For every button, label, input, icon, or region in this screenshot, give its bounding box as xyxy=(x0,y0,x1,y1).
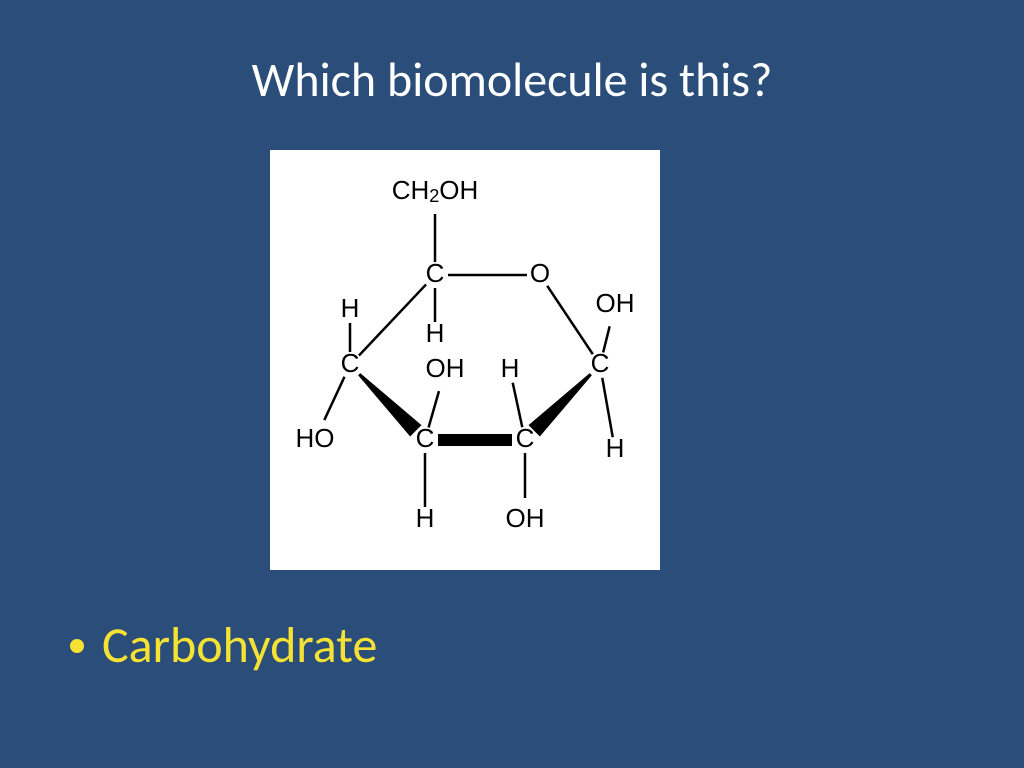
slide-title: Which biomolecule is this? xyxy=(0,0,1024,109)
svg-text:H: H xyxy=(606,433,625,463)
svg-text:C: C xyxy=(591,348,610,378)
svg-text:H: H xyxy=(501,353,520,383)
svg-text:C: C xyxy=(516,423,535,453)
svg-text:OH: OH xyxy=(596,288,635,318)
svg-text:O: O xyxy=(530,258,550,288)
bullet-icon xyxy=(70,639,84,653)
svg-text:H: H xyxy=(426,318,445,348)
svg-text:HO: HO xyxy=(296,423,335,453)
svg-text:H: H xyxy=(341,293,360,323)
answer-text: Carbohydrate xyxy=(102,615,377,676)
svg-text:OH: OH xyxy=(426,353,465,383)
molecule-diagram: CH2OHCOCCCCHHHOOHHHOHOHH xyxy=(270,150,660,570)
svg-text:CH2OH: CH2OH xyxy=(392,175,479,206)
svg-text:H: H xyxy=(416,503,435,533)
svg-text:C: C xyxy=(341,348,360,378)
answer-bullet-row: Carbohydrate xyxy=(70,615,377,676)
glucose-structure-svg: CH2OHCOCCCCHHHOOHHHOHOHH xyxy=(270,150,660,570)
svg-text:C: C xyxy=(426,258,445,288)
svg-text:C: C xyxy=(416,423,435,453)
svg-text:OH: OH xyxy=(506,503,545,533)
